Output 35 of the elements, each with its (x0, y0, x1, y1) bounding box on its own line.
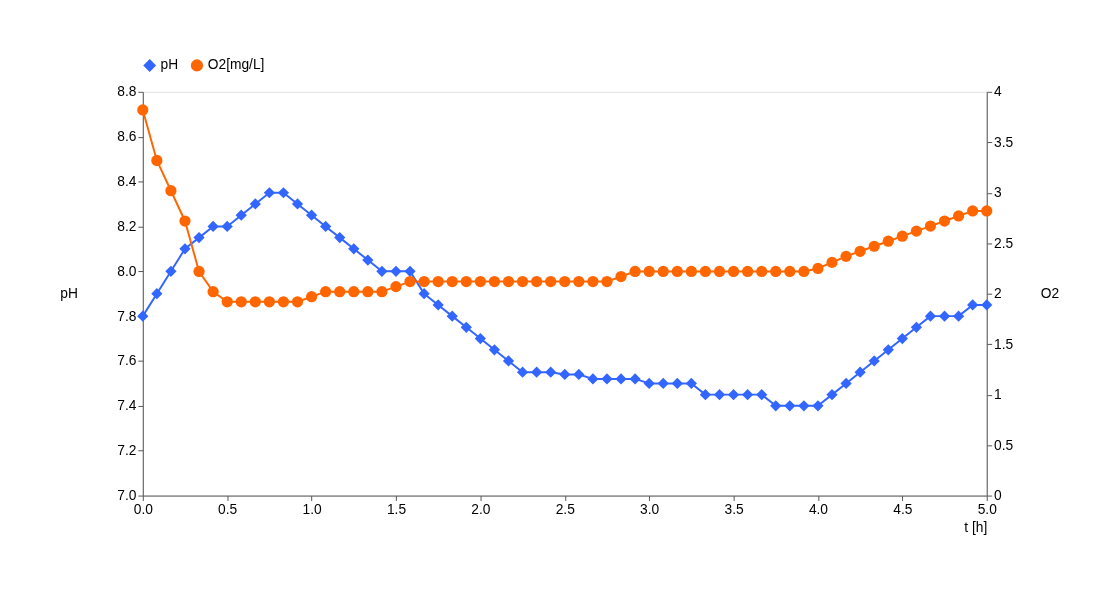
x-tick-label: 1.5 (386, 501, 407, 517)
legend-label: pH (160, 57, 179, 73)
x-tick-label: 1.0 (302, 501, 322, 517)
y2-tick-label: 1.5 (994, 336, 1014, 352)
x-tick-label: 2.5 (555, 501, 576, 517)
y-tick-label: 8.8 (117, 84, 137, 100)
y2-tick-label: 1 (994, 387, 1002, 403)
y2-tick-label: 4 (994, 84, 1003, 100)
x-tick-label: 4.0 (808, 501, 829, 517)
x-tick-label: 3.0 (640, 501, 660, 517)
x-tick-label: 0.0 (133, 501, 154, 517)
x-tick-label: 3.5 (724, 501, 744, 517)
y-tick-label: 8.4 (117, 173, 137, 189)
y-tick-label: 7.2 (117, 443, 137, 459)
x-tick-label: 4.5 (893, 501, 913, 517)
y-tick-label: 7.0 (117, 488, 137, 503)
y-axis-title: pH (60, 286, 78, 302)
y2-tick-label: 2 (994, 286, 1002, 302)
y-tick-label: 8.0 (117, 263, 137, 279)
y2-axis-title: O2 (1040, 286, 1060, 302)
x-tick-label: 5.0 (977, 501, 998, 517)
y-tick-label: 8.2 (117, 218, 137, 234)
legend-label: O2[mg/L] (207, 57, 265, 73)
y2-tick-label: 3.5 (994, 134, 1014, 150)
y-tick-label: 7.4 (117, 398, 137, 414)
y2-tick-label: 0 (994, 488, 1003, 503)
x-tick-label: 0.5 (218, 501, 238, 517)
y2-tick-label: 3 (994, 185, 1003, 201)
y2-tick-label: 2.5 (994, 235, 1014, 251)
x-tick-label: 2.0 (471, 501, 491, 517)
y-tick-label: 8.6 (117, 129, 137, 145)
y-tick-label: 7.6 (117, 353, 137, 369)
x-axis-title: t [h] (964, 519, 988, 535)
y-tick-label: 7.8 (117, 308, 137, 324)
y2-tick-label: 0.5 (994, 437, 1014, 453)
